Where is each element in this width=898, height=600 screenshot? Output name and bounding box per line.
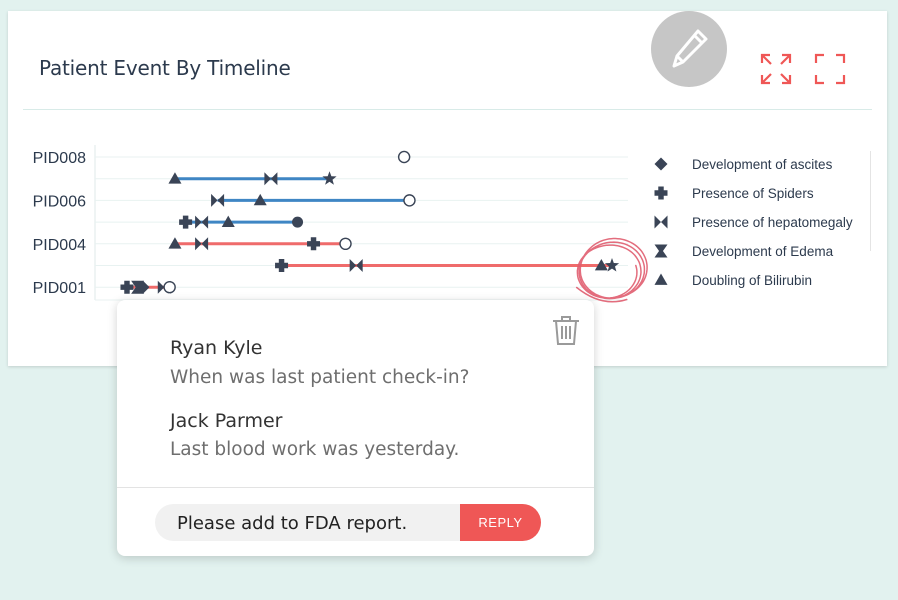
marker-diamond <box>654 157 668 171</box>
marker-circle <box>292 216 304 228</box>
y-tick-label: PID006 <box>33 193 86 210</box>
marker-circle <box>163 280 176 294</box>
marker-bowtie <box>349 259 363 272</box>
fullscreen-icon[interactable] <box>814 53 846 85</box>
legend-divider <box>870 151 871 251</box>
header-divider <box>23 109 872 110</box>
marker-plus <box>307 237 321 251</box>
marker-triangle <box>221 215 235 227</box>
y-tick-label: PID008 <box>33 150 86 167</box>
expand-icon[interactable] <box>760 53 792 85</box>
marker-triangle <box>253 193 267 206</box>
marker-plus <box>179 215 193 229</box>
legend-label: Presence of hepatomegaly <box>692 215 853 230</box>
card-title: Patient Event By Timeline <box>39 56 291 80</box>
legend-label: Development of ascites <box>692 157 833 172</box>
reply-field[interactable]: Please add to FDA report. REPLY <box>155 504 541 541</box>
comment-popover: Ryan Kyle When was last patient check-in… <box>117 300 594 556</box>
legend-label: Doubling of Bilirubin <box>692 273 812 288</box>
pencil-icon <box>672 29 708 68</box>
comment-text: Last blood work was yesterday. <box>170 439 460 460</box>
annotation-scribble <box>575 237 648 303</box>
marker-plus <box>120 280 134 294</box>
reply-input[interactable]: Please add to FDA report. <box>177 513 408 534</box>
legend-label: Presence of Spiders <box>692 186 814 201</box>
marker-triangle <box>654 273 668 285</box>
edit-button[interactable] <box>651 11 727 87</box>
marker-plus <box>275 259 289 272</box>
trash-icon[interactable] <box>551 314 581 346</box>
comment-author: Jack Parmer <box>170 410 283 432</box>
marker-triangle <box>594 259 608 271</box>
comment-text: When was last patient check-in? <box>170 367 470 388</box>
reply-button[interactable]: REPLY <box>460 504 541 541</box>
marker-bowtie <box>195 237 209 251</box>
marker-hourglass <box>654 244 668 258</box>
comment-author: Ryan Kyle <box>170 337 263 359</box>
marker-bowtie <box>264 172 278 186</box>
legend-label: Development of Edema <box>692 244 834 259</box>
marker-diamond <box>136 280 150 294</box>
popover-divider <box>117 487 594 488</box>
marker-triangle <box>168 172 182 184</box>
marker-bowtie <box>195 215 209 229</box>
marker-plus <box>654 186 668 200</box>
y-tick-label: PID001 <box>33 280 86 297</box>
marker-bowtie <box>654 215 668 229</box>
marker-bowtie <box>211 193 225 207</box>
marker-circle <box>339 237 352 251</box>
marker-circle <box>397 150 411 164</box>
marker-star <box>604 258 620 272</box>
marker-circle <box>403 194 416 207</box>
y-tick-label: PID004 <box>33 237 86 254</box>
marker-star <box>322 171 337 185</box>
marker-triangle <box>168 237 182 249</box>
